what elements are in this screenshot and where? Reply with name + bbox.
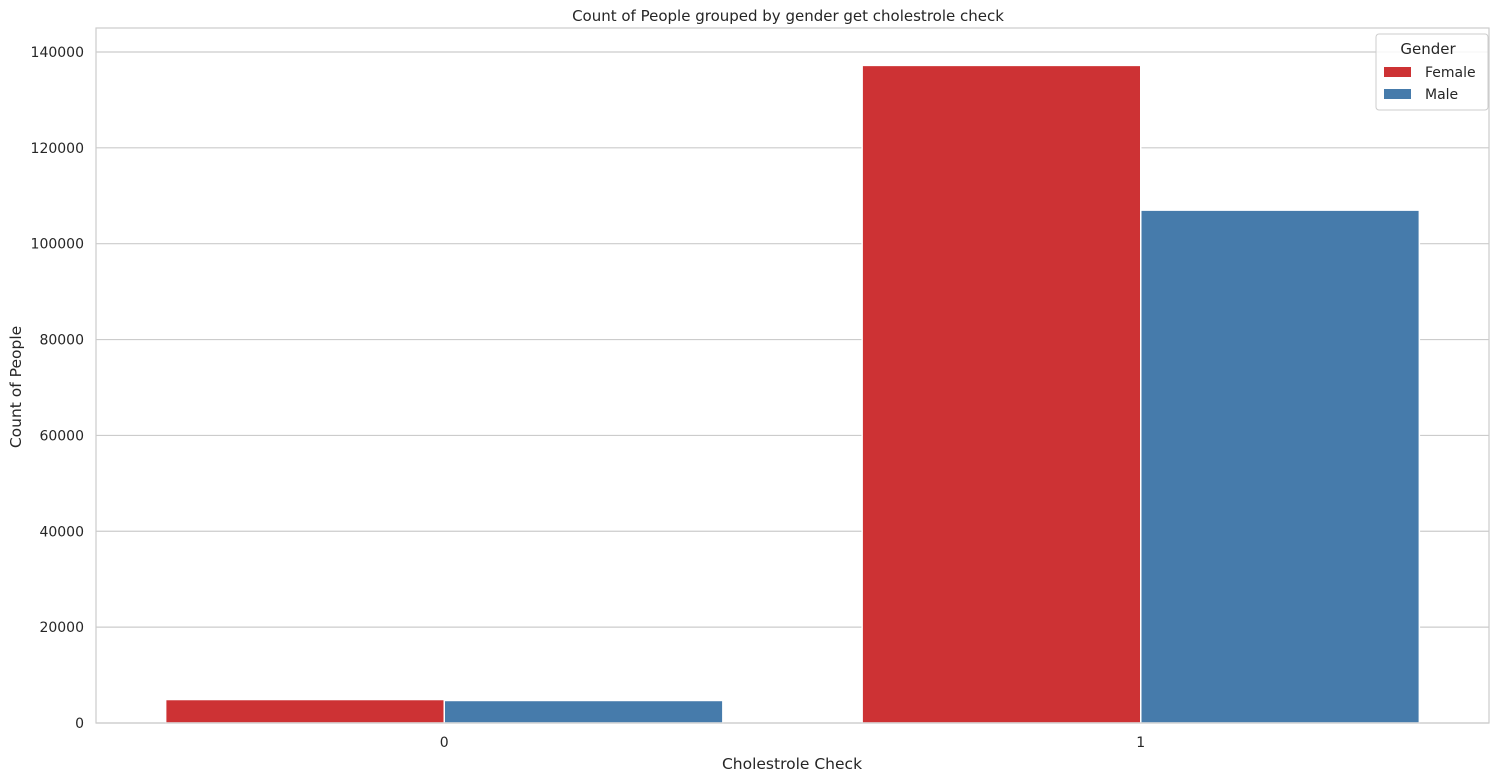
x-axis-label: Cholestrole Check	[722, 755, 862, 773]
y-tick-labels: 0 20000 40000 60000 80000 100000 120000 140000	[31, 45, 84, 732]
x-tick-label: 1	[1136, 735, 1145, 751]
plot-frame	[95, 27, 1490, 724]
bar-female-0	[164, 698, 445, 724]
y-axis-label: Count of People	[7, 326, 25, 448]
bar-male-0	[443, 699, 724, 724]
y-tick-label: 40000	[39, 524, 84, 540]
legend: Gender Female Male	[1375, 33, 1489, 111]
legend-items: Female Male	[1384, 65, 1476, 103]
legend-label-female: Female	[1425, 65, 1476, 81]
chart-title: Count of People grouped by gender get ch…	[572, 7, 1004, 25]
y-tick-label: 80000	[39, 333, 84, 349]
legend-label-male: Male	[1425, 87, 1458, 103]
bars	[164, 64, 1421, 724]
legend-swatch-male	[1384, 89, 1411, 99]
y-tick-label: 120000	[31, 141, 84, 157]
y-tick-label: 60000	[39, 428, 84, 444]
y-tick-label: 20000	[39, 620, 84, 636]
bar-male-1	[1140, 209, 1421, 724]
legend-title: Gender	[1400, 40, 1456, 58]
y-tick-label: 100000	[31, 237, 84, 253]
legend-swatch-female	[1384, 67, 1411, 77]
y-tick-label: 140000	[31, 45, 84, 61]
bar-female-1	[861, 64, 1142, 724]
y-tick-label: 0	[75, 716, 84, 732]
x-tick-label: 0	[440, 735, 449, 751]
